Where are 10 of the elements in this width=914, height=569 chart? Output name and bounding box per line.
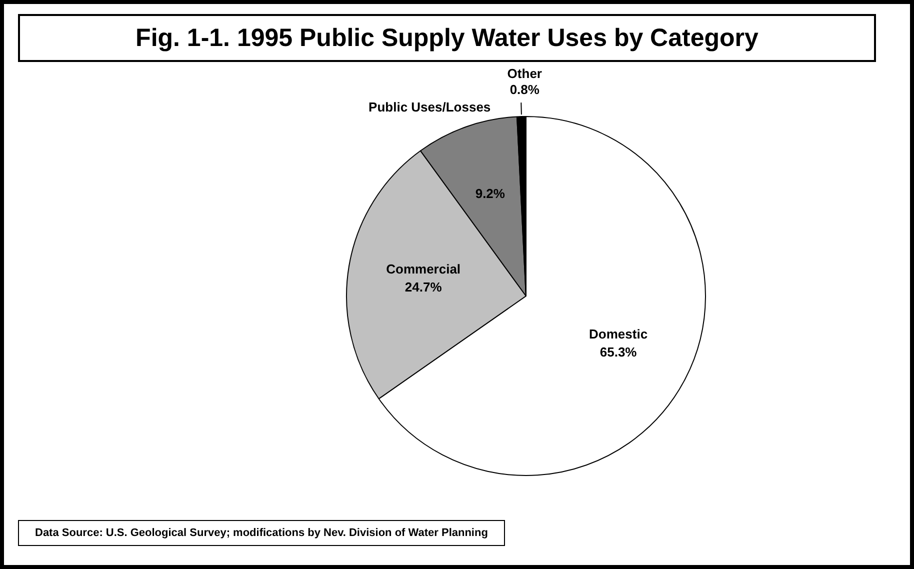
- slice-label: Commercial: [386, 261, 461, 276]
- data-label: 0.8%: [510, 82, 540, 98]
- slice-label: Domestic: [589, 326, 648, 342]
- data-label: 65.3%: [600, 344, 638, 360]
- data-label: 9.2%: [475, 186, 506, 202]
- slice-label: Public Uses/Losses: [368, 99, 491, 114]
- data-label: 24.7%: [404, 279, 442, 294]
- source-note: Data Source: U.S. Geological Survey; modifications by Nev. Division of Water Planning: [18, 520, 505, 546]
- slice-label: Other: [507, 66, 542, 82]
- chart-title: Fig. 1-1. 1995 Public Supply Water Uses by Category: [18, 14, 876, 62]
